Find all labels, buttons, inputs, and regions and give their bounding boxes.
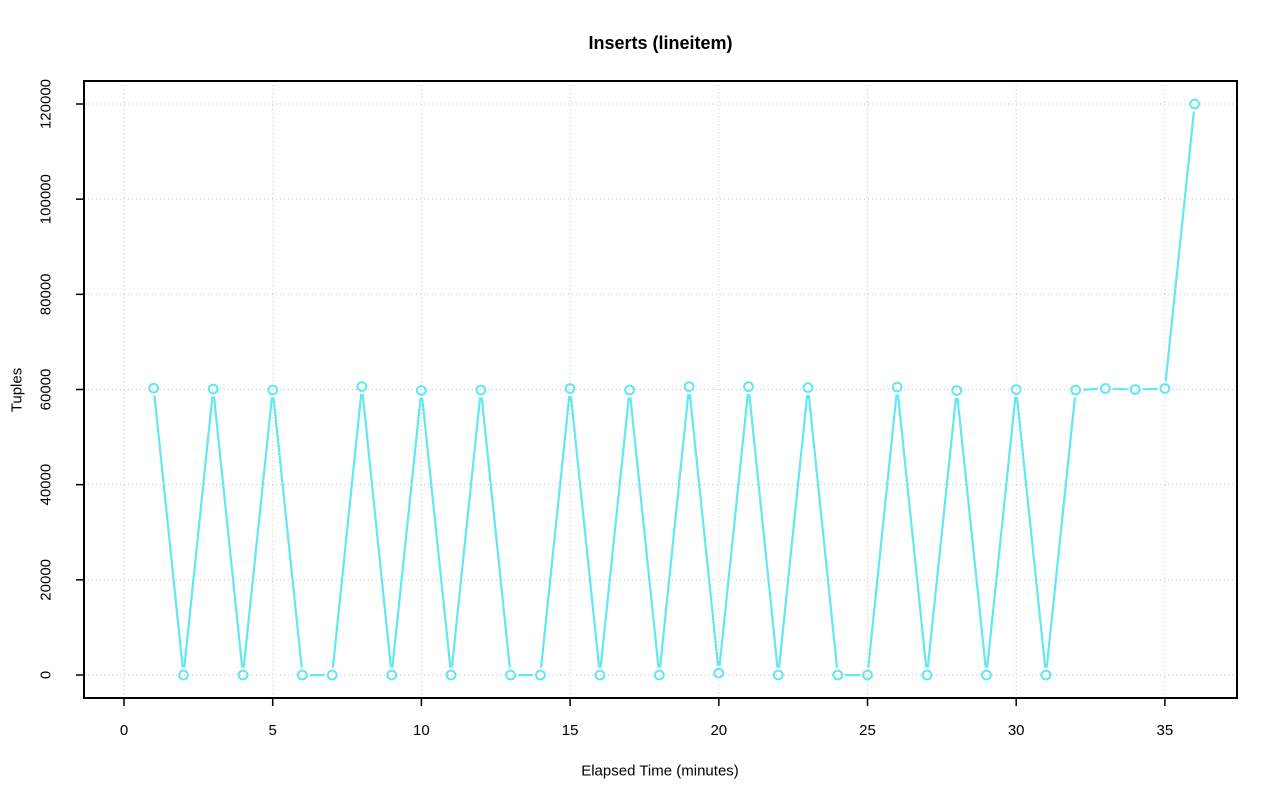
series-line-segment [1015, 396, 1047, 668]
data-point-marker [267, 384, 279, 396]
series-line-segment [361, 393, 392, 668]
data-point-marker [1159, 383, 1171, 394]
data-point-marker [832, 669, 844, 681]
data-point-marker [445, 669, 457, 681]
series-line-segment [1142, 387, 1158, 391]
series-line-segment [183, 396, 214, 668]
data-point-marker [653, 669, 665, 681]
series-line-segment [212, 396, 244, 668]
y-tick-label: 80000 [38, 273, 55, 315]
x-axis-title: Elapsed Time (minutes) [581, 762, 739, 780]
series-line-segment [926, 397, 957, 668]
series-line-segment [718, 393, 749, 666]
data-point-marker [178, 669, 189, 681]
series-line-segment [421, 397, 452, 668]
data-point-marker [356, 381, 368, 393]
series-line-segment [242, 397, 273, 668]
data-point-marker [713, 667, 725, 679]
series-line-segment [688, 393, 720, 666]
data-point-marker [297, 669, 308, 681]
series-line-segment [272, 397, 303, 668]
data-point-marker [594, 669, 606, 681]
series-line-segment [896, 394, 928, 668]
data-point-marker [743, 381, 754, 393]
series-line-segment [599, 397, 630, 668]
series-line-segment [986, 396, 1017, 668]
data-point-marker [535, 669, 546, 681]
series-line-segment [480, 397, 511, 668]
data-point-marker [326, 669, 338, 681]
data-point-marker [624, 384, 635, 396]
series-line-segment [540, 395, 571, 668]
data-point-marker [416, 385, 427, 396]
series-line-segment [956, 397, 987, 668]
series-line-segment [1112, 387, 1128, 391]
series-line-segment [153, 395, 184, 668]
y-tick-label: 60000 [38, 369, 55, 411]
series-line-segment [1164, 111, 1195, 382]
data-point-marker [505, 669, 517, 681]
series-line-segment [807, 394, 839, 668]
series-line-segment [1083, 387, 1098, 391]
data-point-marker [683, 381, 695, 393]
data-point-marker [1129, 384, 1141, 395]
data-point-marker [802, 382, 814, 394]
data-point-marker [921, 669, 933, 681]
x-tick-label: 10 [413, 722, 430, 739]
data-point-marker [862, 669, 873, 681]
y-tick-label: 100000 [38, 174, 55, 224]
data-point-marker [772, 669, 784, 681]
data-point-marker [1100, 383, 1111, 394]
x-tick-label: 20 [710, 722, 727, 739]
data-point-marker [148, 382, 160, 394]
series-line-segment [867, 394, 898, 668]
y-tick-label: 0 [38, 671, 55, 679]
series-line-segment [569, 395, 601, 668]
data-point-marker [386, 669, 398, 681]
series-line-segment [629, 397, 660, 668]
chart-title: Inserts (lineitem) [588, 33, 733, 53]
y-tick-label: 40000 [38, 464, 55, 506]
series-line-segment [778, 394, 809, 668]
series-line-segment [659, 393, 690, 668]
data-point-marker [1040, 669, 1052, 681]
x-tick-label: 5 [269, 722, 277, 739]
series-line-segment [450, 397, 482, 668]
data-point-marker [1070, 384, 1082, 396]
data-point-marker [951, 385, 963, 396]
data-point-marker [564, 383, 576, 394]
x-tick-label: 15 [562, 722, 579, 739]
series-line-segment [748, 393, 779, 668]
x-tick-label: 35 [1157, 722, 1174, 739]
y-tick-label: 120000 [38, 79, 55, 129]
data-point-marker [1010, 384, 1022, 395]
x-tick-label: 0 [120, 722, 128, 739]
y-tick-label: 20000 [38, 559, 55, 601]
data-point-marker [891, 381, 903, 393]
data-point-marker [981, 669, 992, 681]
data-point-marker [475, 384, 487, 396]
x-tick-label: 30 [1008, 722, 1025, 739]
series-line-segment [331, 393, 363, 668]
data-point-marker [207, 383, 219, 395]
series-line-segment [391, 397, 422, 668]
data-point-marker [1189, 98, 1200, 110]
series-line-segment [1045, 397, 1076, 668]
data-point-marker [237, 669, 249, 681]
x-tick-label: 25 [859, 722, 876, 739]
